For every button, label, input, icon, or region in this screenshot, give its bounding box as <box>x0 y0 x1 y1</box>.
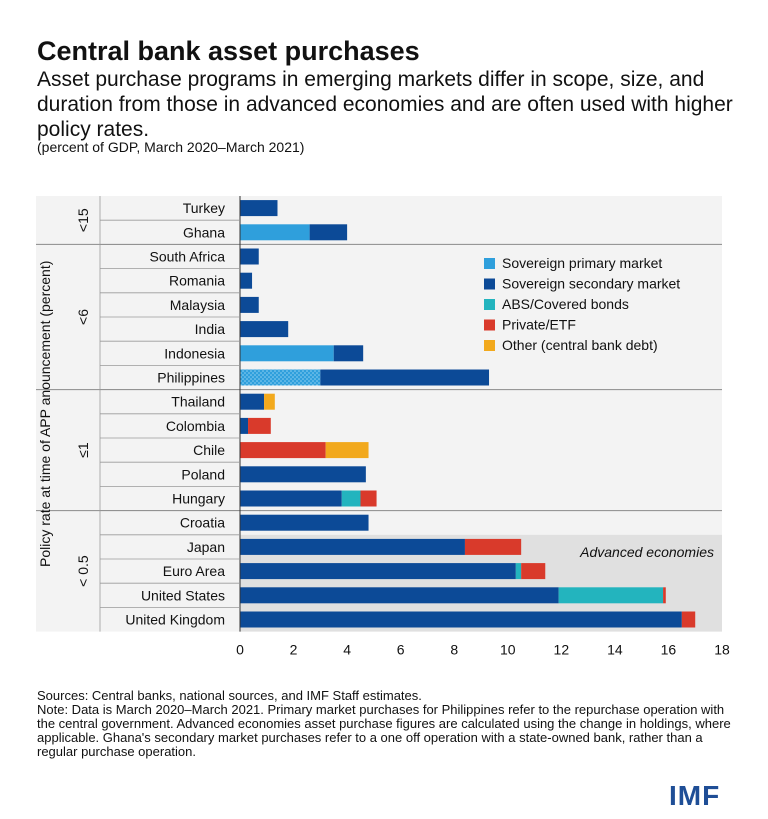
legend-label: ABS/Covered bonds <box>502 296 629 312</box>
bar-segment <box>558 587 664 604</box>
bar-segment <box>464 538 522 555</box>
bar-segment <box>240 417 249 434</box>
legend-swatch <box>484 258 495 269</box>
bar-segment <box>240 272 253 289</box>
data-note: Note: Data is March 2020–March 2021. Pri… <box>37 702 731 759</box>
y-axis-title: Policy rate at time of APP anouncement (… <box>37 261 53 567</box>
category-label: United States <box>141 587 225 603</box>
bar-segment <box>309 224 348 241</box>
bar-segment <box>240 442 326 459</box>
legend-swatch <box>484 340 495 351</box>
category-label: Thailand <box>171 394 225 410</box>
bar-segment <box>681 611 696 628</box>
x-tick-label: 16 <box>661 642 677 658</box>
category-label: Turkey <box>183 200 225 216</box>
legend-label: Sovereign secondary market <box>502 276 680 292</box>
chart-footer: Sources: Central banks, national sources… <box>37 689 737 759</box>
category-label: India <box>195 321 226 337</box>
bar-segment <box>240 345 334 362</box>
x-tick-label: 12 <box>554 642 570 658</box>
bar-segment <box>240 248 259 265</box>
bar-segment <box>360 490 377 507</box>
bar-segment <box>320 369 490 386</box>
imf-logo: IMF <box>669 780 721 811</box>
category-label: Colombia <box>166 418 225 434</box>
category-label: Romania <box>169 273 225 289</box>
legend-swatch <box>484 278 495 290</box>
group-label: <6 <box>75 309 91 325</box>
chart-title: Central bank asset purchases <box>37 36 420 66</box>
legend-swatch <box>484 319 495 331</box>
bar-segment <box>240 369 321 386</box>
category-label: United Kingdom <box>125 612 225 628</box>
bar-segment <box>248 417 271 434</box>
category-label: Malaysia <box>170 297 225 313</box>
legend-label: Private/ETF <box>502 317 576 333</box>
bar-chart: Policy rate at time of APP anouncement (… <box>36 196 730 658</box>
bar-segment <box>240 490 342 507</box>
legend-swatch <box>484 299 495 310</box>
chart-unit-label: (percent of GDP, March 2020–March 2021) <box>37 139 305 155</box>
group-label: <15 <box>75 208 91 232</box>
category-label: Philippines <box>157 370 225 386</box>
group-label: ≤1 <box>75 442 91 458</box>
bar-segment <box>333 345 364 362</box>
annotation-advanced-economies: Advanced economies <box>579 544 714 560</box>
x-tick-label: 0 <box>236 642 244 658</box>
x-tick-label: 8 <box>450 642 458 658</box>
bar-segment <box>325 442 369 459</box>
x-tick-label: 4 <box>343 642 351 658</box>
category-label: Japan <box>187 539 225 555</box>
x-tick-label: 18 <box>714 642 730 658</box>
sources-note: Sources: Central banks, national sources… <box>37 688 422 703</box>
legend-label: Other (central bank debt) <box>502 337 658 353</box>
bar-segment <box>663 587 666 604</box>
bar-segment <box>240 200 278 217</box>
category-label: Indonesia <box>164 345 225 361</box>
bar-segment <box>240 296 259 313</box>
chart-subtitle: Asset purchase programs in emerging mark… <box>37 68 733 141</box>
bar-segment <box>240 611 682 628</box>
x-tick-label: 6 <box>397 642 405 658</box>
x-tick-label: 2 <box>290 642 298 658</box>
bar-segment <box>521 563 546 580</box>
bar-segment <box>240 514 369 531</box>
bar-segment <box>240 321 289 338</box>
category-label: Poland <box>181 466 225 482</box>
legend-label: Sovereign primary market <box>502 255 662 271</box>
bar-segment <box>264 393 275 410</box>
category-label: Euro Area <box>163 563 225 579</box>
bar-segment <box>515 563 522 580</box>
bar-segment <box>240 393 265 410</box>
bar-segment <box>341 490 361 507</box>
category-label: Ghana <box>183 224 225 240</box>
category-label: South Africa <box>150 249 226 265</box>
bar-segment <box>240 563 516 580</box>
category-label: Hungary <box>172 491 225 507</box>
group-label: < 0.5 <box>75 555 91 587</box>
bar-segment <box>240 466 366 483</box>
x-tick-label: 10 <box>500 642 516 658</box>
bar-segment <box>240 587 559 604</box>
category-label: Chile <box>193 442 225 458</box>
bar-segment <box>240 224 310 241</box>
bar-segment <box>240 538 465 555</box>
x-tick-label: 14 <box>607 642 623 658</box>
category-label: Croatia <box>180 515 225 531</box>
